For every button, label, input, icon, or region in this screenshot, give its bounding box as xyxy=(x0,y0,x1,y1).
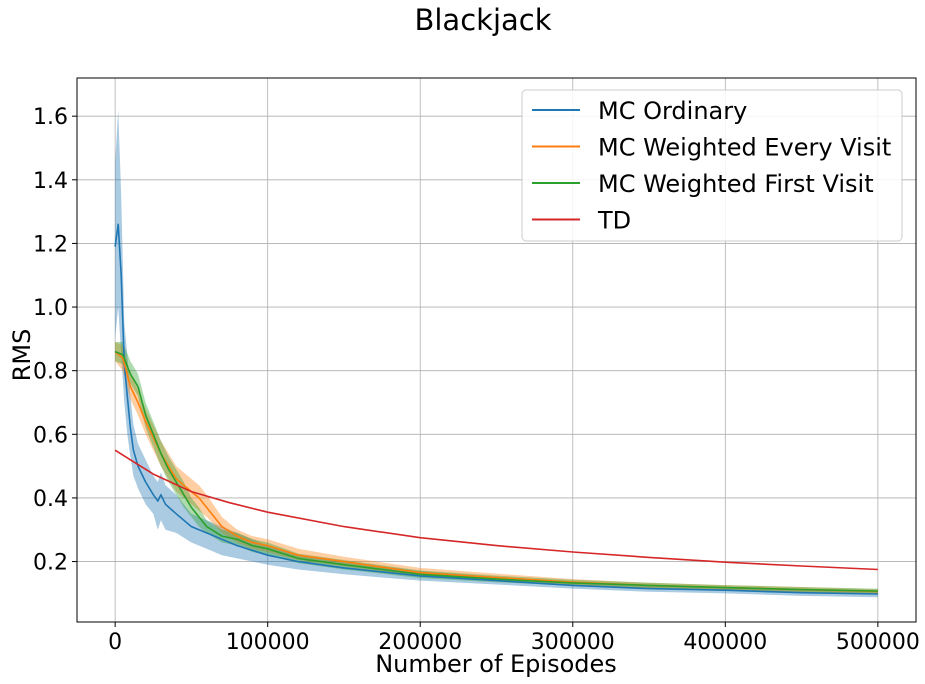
y-tick-label: 1.0 xyxy=(33,296,68,321)
chart-title: Blackjack xyxy=(414,3,551,37)
plot-frame xyxy=(76,77,917,623)
y-axis-label: RMS xyxy=(8,329,36,382)
y-tick-label: 0.2 xyxy=(33,551,68,576)
legend-label-mc-weighted-first-visit: MC Weighted First Visit xyxy=(598,170,874,198)
line-mc-ordinary xyxy=(114,223,878,595)
y-tick-label: 0.4 xyxy=(33,487,68,512)
legend-box xyxy=(521,89,903,242)
x-tick-label: 0 xyxy=(108,630,122,655)
y-tick-label: 0.8 xyxy=(33,360,68,385)
x-axis-label: Number of Episodes xyxy=(375,650,617,678)
y-tick-label: 1.6 xyxy=(33,105,68,130)
line-td xyxy=(114,449,878,571)
legend-label-mc-ordinary: MC Ordinary xyxy=(598,97,747,125)
x-tick-label: 300000 xyxy=(531,630,615,655)
series-lines xyxy=(114,223,878,595)
y-tick-label: 1.4 xyxy=(33,169,68,194)
line-mc-weighted-first-visit xyxy=(114,350,878,592)
x-ticks: 0 100000 200000 300000 400000 500000 xyxy=(108,622,920,655)
x-tick-label: 100000 xyxy=(226,630,310,655)
y-tick-label: 0.6 xyxy=(33,423,68,448)
x-tick-label: 400000 xyxy=(683,630,767,655)
y-tick-label: 1.2 xyxy=(33,232,68,257)
line-mc-weighted-every-visit xyxy=(114,350,878,593)
x-tick-label: 500000 xyxy=(836,630,920,655)
legend-label-td: TD xyxy=(597,207,631,235)
legend-label-mc-weighted-every-visit: MC Weighted Every Visit xyxy=(598,134,891,162)
y-ticks: 0.2 0.4 0.6 0.8 1.0 1.2 1.4 1.6 xyxy=(33,105,77,576)
legend: MC Ordinary MC Weighted Every Visit MC Wei… xyxy=(521,89,903,242)
x-tick-label: 200000 xyxy=(378,630,462,655)
